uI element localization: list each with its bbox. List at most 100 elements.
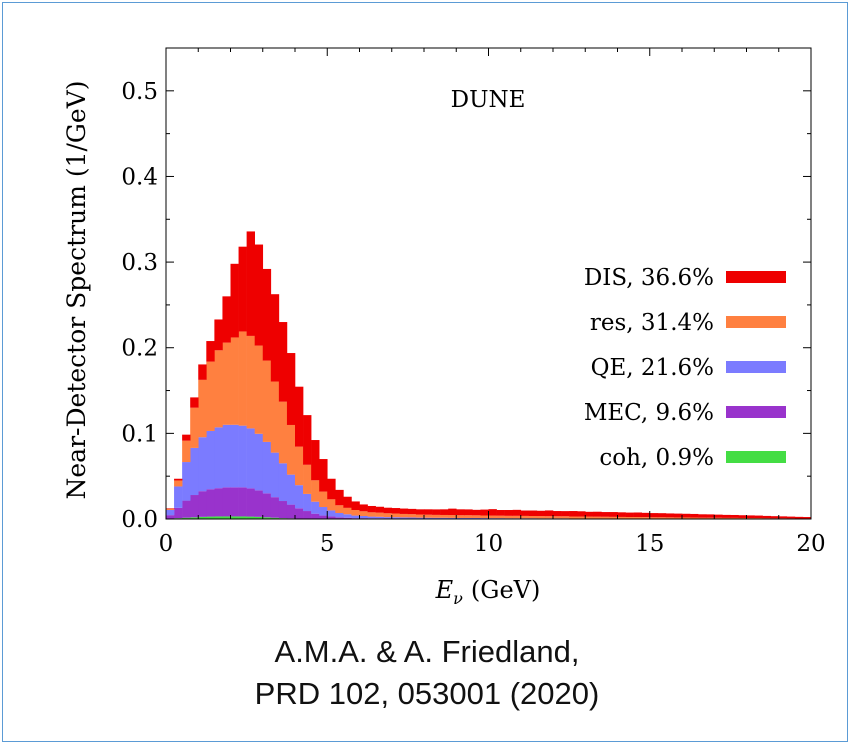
bar-segment: [641, 517, 651, 519]
bar-segment: [278, 322, 288, 402]
bar-segment: [432, 517, 441, 519]
bar-segment: [472, 517, 481, 519]
bar-segment: [544, 516, 554, 519]
bar-segment: [190, 517, 199, 519]
bar-segment: [399, 513, 409, 518]
bar-segment: [415, 517, 425, 519]
bar-segment: [383, 517, 393, 519]
bar-segment: [286, 424, 296, 475]
x-axis-label: Eν (GeV): [435, 576, 541, 608]
bar-segment: [198, 364, 207, 380]
bar-segment: [351, 501, 360, 510]
bar-segment: [432, 514, 441, 518]
bar-segment: [496, 515, 505, 519]
bar-segment: [311, 440, 320, 481]
bar-segment: [359, 511, 368, 516]
legend-swatch: [726, 406, 786, 418]
bar-segment: [569, 511, 578, 517]
bar-segment: [327, 499, 336, 511]
bar-segment: [561, 516, 570, 519]
bar-segment: [351, 515, 360, 519]
bar-segment: [335, 513, 344, 518]
x-tick-label: 5: [320, 531, 335, 557]
bar-segment: [319, 459, 328, 492]
bar-segment: [174, 478, 183, 481]
bar-segment: [714, 514, 723, 518]
bar-segment: [399, 517, 409, 519]
bar-segment: [246, 488, 255, 517]
bar-segment: [424, 514, 433, 518]
bar-segment: [174, 480, 183, 487]
bar-segment: [303, 415, 312, 465]
histogram-bars: [166, 231, 812, 520]
bar-segment: [190, 397, 199, 408]
bar-segment: [504, 515, 513, 519]
bar-segment: [698, 514, 707, 518]
bar-segment: [166, 508, 175, 510]
bar-segment: [520, 510, 530, 516]
bar-segment: [166, 515, 175, 519]
legend-swatch: [726, 361, 786, 373]
bar-segment: [722, 517, 731, 519]
bar-segment: [198, 491, 207, 517]
bar-segment: [311, 513, 320, 519]
bar-segment: [166, 508, 175, 509]
legend-label: coh, 0.9%: [599, 445, 714, 471]
bar-segment: [609, 516, 618, 519]
bar-segment: [286, 504, 296, 519]
bar-segment: [512, 509, 522, 516]
x-tick-label: 0: [159, 531, 174, 557]
bar-segment: [786, 516, 796, 519]
spectrum-chart: 0 5 10 15 20 0.0 0.1 0.2 0.3 0.4 0.5 DUNE Near-Det…: [62, 47, 826, 608]
bar-segment: [214, 516, 223, 519]
bar-segment: [230, 263, 239, 338]
bar-segment: [633, 512, 642, 518]
bar-segment: [206, 341, 215, 362]
bar-segment: [367, 505, 376, 513]
bar-segment: [415, 509, 425, 515]
bar-segment: [303, 464, 312, 494]
bar-segment: [254, 345, 264, 434]
bar-segment: [609, 512, 618, 517]
bar-segment: [625, 517, 634, 519]
bar-segment: [190, 407, 199, 448]
bar-segment: [327, 478, 336, 500]
x-axis-symbol: E: [435, 576, 454, 604]
bar-segment: [182, 440, 191, 463]
bar-segment: [673, 513, 683, 518]
bar-segment: [496, 510, 505, 516]
bar-segment: [230, 424, 239, 488]
bar-segment: [182, 517, 191, 519]
x-axis-unit: (GeV): [471, 576, 540, 604]
bar-segment: [617, 516, 626, 519]
bar-segment: [319, 507, 328, 516]
bar-segment: [214, 427, 223, 489]
bar-segment: [407, 508, 417, 515]
y-axis-label: Near-Detector Spectrum (1/GeV): [62, 81, 91, 500]
bar-segment: [198, 516, 207, 519]
bar-segment: [254, 244, 264, 346]
bar-segment: [698, 517, 707, 519]
bar-segment: [544, 510, 554, 517]
bar-segment: [383, 513, 393, 518]
legend-label: MEC, 9.6%: [584, 400, 714, 426]
bar-segment: [690, 513, 699, 518]
bar-segment: [174, 486, 183, 508]
bar-segment: [673, 517, 683, 519]
bar-segment: [238, 425, 247, 488]
bar-segment: [295, 446, 304, 486]
bar-segment: [190, 495, 199, 518]
bar-segment: [577, 516, 586, 519]
bar-segment: [415, 514, 425, 518]
bar-segment: [182, 434, 191, 441]
bar-segment: [222, 296, 231, 343]
bar-segment: [448, 517, 457, 519]
bar-segment: [303, 493, 312, 512]
bar-segment: [270, 452, 280, 498]
bar-segment: [480, 515, 489, 519]
bar-segment: [536, 510, 546, 517]
bar-segment: [246, 335, 255, 429]
bar-segment: [375, 506, 384, 513]
x-tick-label: 20: [796, 531, 825, 557]
